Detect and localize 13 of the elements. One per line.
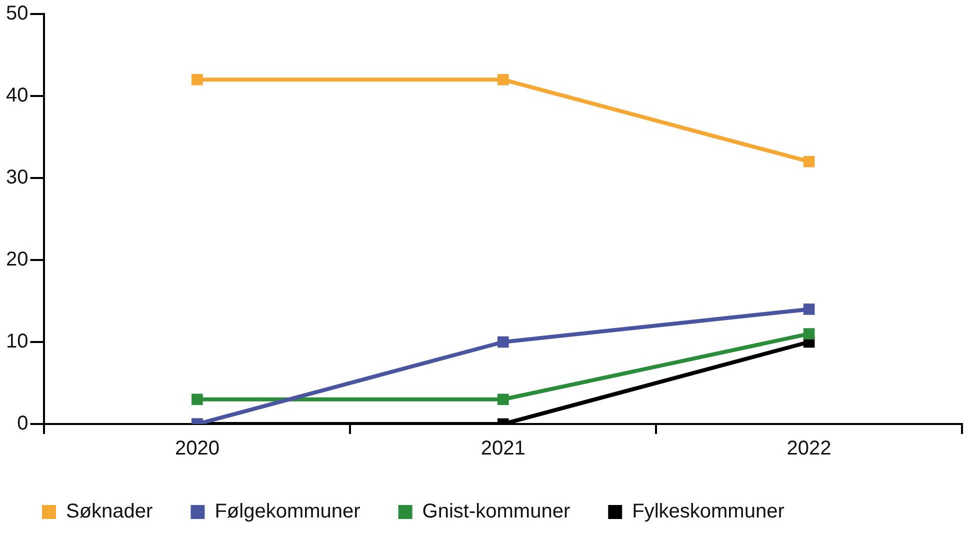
x-tick-label: 2022 <box>786 438 832 460</box>
y-tick-label: 20 <box>6 248 28 271</box>
x-tick-label: 2021 <box>480 438 526 460</box>
y-tick-label: 40 <box>6 84 28 107</box>
y-tick-label: 50 <box>6 2 28 25</box>
y-tick-label: 30 <box>6 166 28 189</box>
y-tick-label: 0 <box>17 412 28 435</box>
legend-label: Søknader <box>66 500 154 523</box>
x-tick-label: 2020 <box>174 438 220 460</box>
legend-label: Gnist-kommuner <box>422 500 570 523</box>
y-tick-label: 10 <box>6 330 28 353</box>
legend-label: Følgekommuner <box>214 500 361 523</box>
legend-label: Fylkeskommuner <box>632 500 785 523</box>
